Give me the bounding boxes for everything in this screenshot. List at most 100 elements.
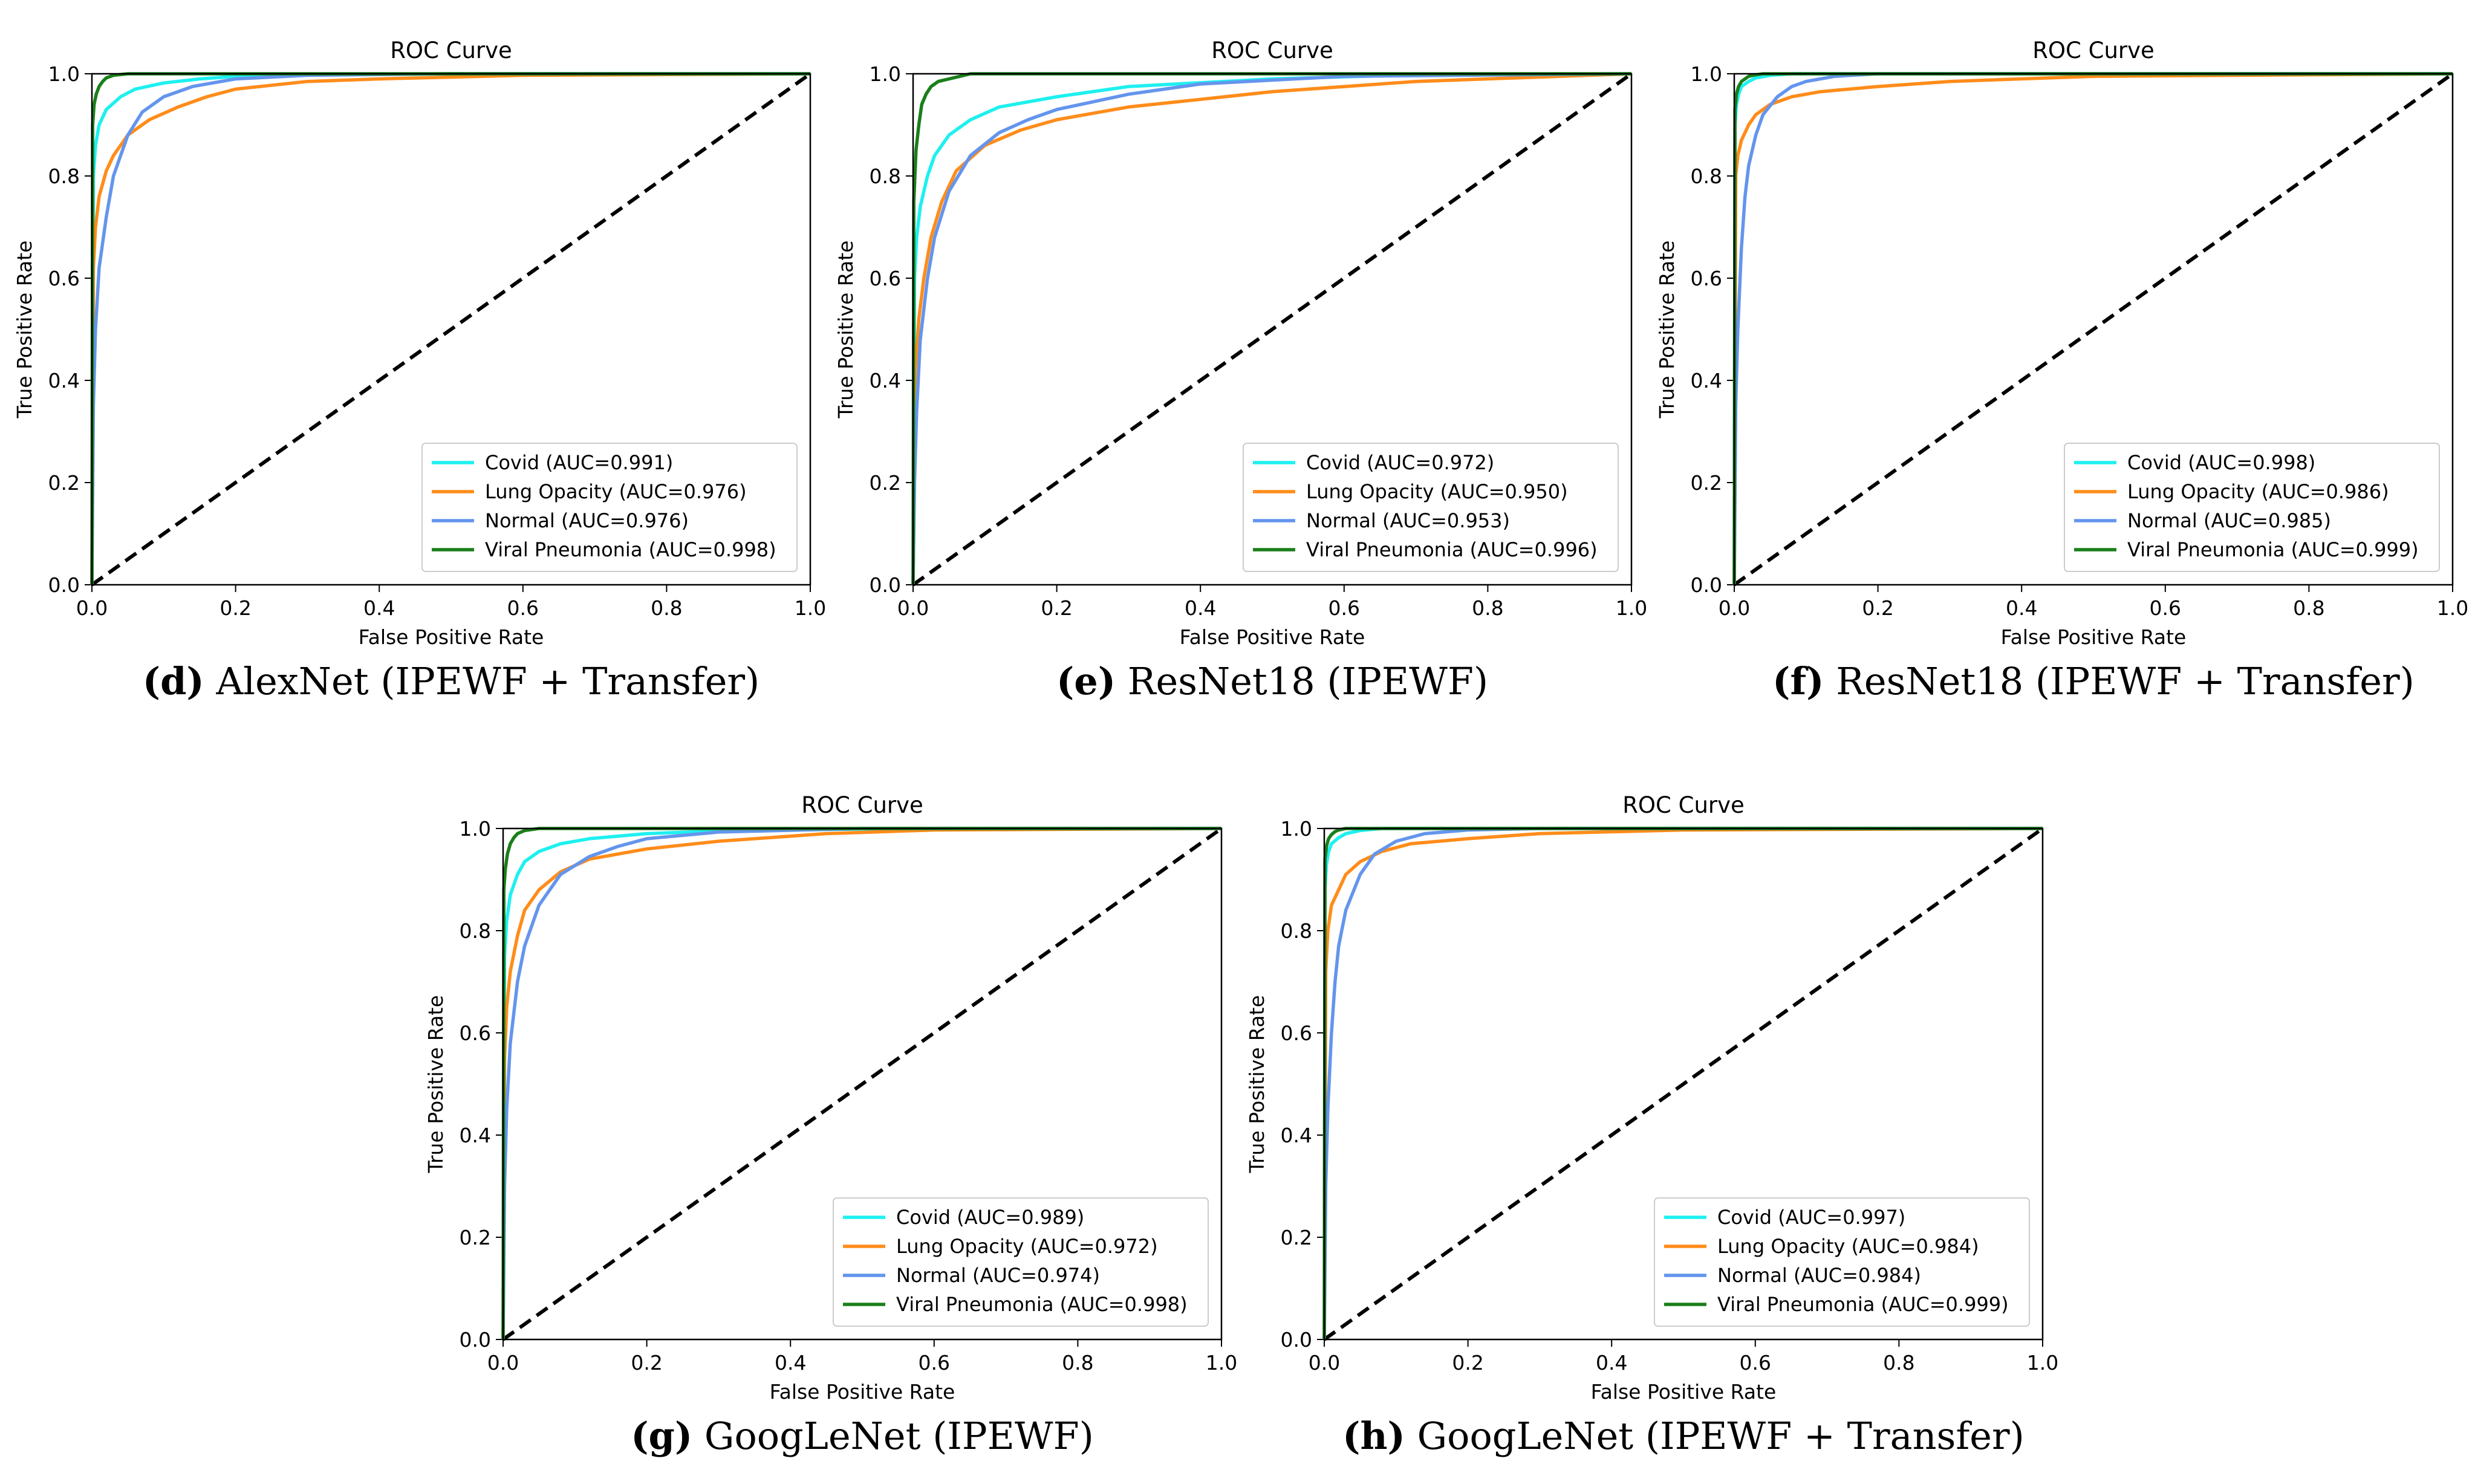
plot-frame	[912, 73, 1633, 586]
x-tick-label: 0.6	[2150, 596, 2181, 620]
chance-diagonal	[912, 72, 1633, 587]
y-tick-label: 0.0	[460, 1328, 491, 1352]
y-tick-label: 0.4	[870, 369, 901, 392]
legend-entry: Covid (AUC=0.998)	[2127, 451, 2315, 474]
panel-caption-text: GoogLeNet (IPEWF + Transfer)	[1405, 1414, 2025, 1458]
legend: Covid (AUC=0.997) Lung Opacity (AUC=0.984…	[1654, 1197, 2030, 1327]
roc-line-lung-opacity	[1322, 827, 2043, 1340]
legend-entry: Lung Opacity (AUC=0.984)	[1717, 1235, 1979, 1258]
x-tick-label: 0.4	[1185, 596, 1216, 620]
legend-entry: Normal (AUC=0.985)	[2127, 509, 2331, 532]
plot-frame	[1323, 827, 2044, 1341]
x-tick-label: 0.2	[1452, 1351, 1483, 1375]
x-tick-label: 0.0	[76, 596, 108, 620]
plot-frame	[502, 827, 1223, 1341]
x-tick-label: 0.2	[1041, 596, 1072, 620]
legend-entry: Covid (AUC=0.997)	[1717, 1206, 1905, 1229]
y-tick-label: 0.0	[1281, 1328, 1312, 1352]
y-tick-label: 0.4	[48, 369, 80, 392]
x-tick-label: 0.4	[2006, 596, 2037, 620]
roc-line-lung-opacity	[90, 72, 811, 585]
y-tick-label: 1.0	[460, 817, 491, 841]
legend: Covid (AUC=0.998) Lung Opacity (AUC=0.986…	[2064, 443, 2440, 572]
panel-caption-text: ResNet18 (IPEWF + Transfer)	[1824, 659, 2415, 703]
y-tick-label: 0.4	[1281, 1124, 1312, 1147]
y-axis-label: True Positive Rate	[1655, 241, 1679, 419]
legend-entry: Normal (AUC=0.974)	[896, 1264, 1100, 1287]
roc-line-viral-pneumonia	[911, 72, 1631, 585]
legend: Covid (AUC=0.989) Lung Opacity (AUC=0.972…	[833, 1197, 1209, 1327]
y-tick-label: 0.2	[460, 1226, 491, 1249]
legend-entry: Viral Pneumonia (AUC=0.996)	[1306, 538, 1598, 561]
y-tick-label: 0.0	[48, 573, 80, 597]
panel-caption-letter: (f)	[1772, 659, 1824, 703]
chart-g: ROC Curve 0.0 0.2 0.4 0.6 0.8 1.0 0.0 0.2 0.4 0.6 0…	[424, 792, 1237, 1458]
x-axis-label: False Positive Rate	[1180, 625, 1365, 649]
legend-entry: Normal (AUC=0.984)	[1717, 1264, 1921, 1287]
x-tick-label: 1.0	[795, 596, 826, 620]
y-tick-label: 0.6	[460, 1021, 491, 1045]
y-tick-label: 0.8	[48, 164, 80, 188]
plot-frame	[91, 73, 811, 586]
x-axis-label: False Positive Rate	[1591, 1380, 1777, 1404]
legend-entry: Covid (AUC=0.972)	[1306, 451, 1494, 474]
legend-entry: Covid (AUC=0.989)	[896, 1206, 1084, 1229]
y-tick-label: 1.0	[870, 62, 901, 86]
y-tick-label: 0.0	[1691, 573, 1722, 597]
chart-title: ROC Curve	[801, 792, 923, 818]
x-tick-label: 1.0	[2027, 1351, 2058, 1375]
y-tick-label: 1.0	[1281, 817, 1312, 841]
legend-entry: Viral Pneumonia (AUC=0.998)	[485, 538, 776, 561]
y-tick-label: 0.4	[1691, 369, 1722, 392]
x-tick-label: 0.0	[1719, 596, 1750, 620]
y-tick-label: 0.6	[1281, 1021, 1312, 1045]
y-tick-label: 0.2	[870, 471, 901, 495]
panel-caption: (d) AlexNet (IPEWF + Transfer)	[143, 659, 760, 703]
x-tick-label: 1.0	[1206, 1351, 1237, 1375]
panel-caption-letter: (h)	[1342, 1414, 1405, 1458]
panel-caption: (e) ResNet18 (IPEWF)	[1056, 659, 1488, 703]
x-tick-label: 0.0	[487, 1351, 519, 1375]
roc-line-normal	[501, 827, 1221, 1340]
x-tick-label: 0.2	[1862, 596, 1893, 620]
x-tick-label: 0.2	[631, 1351, 662, 1375]
legend-box	[1654, 1197, 2030, 1327]
panel-caption: (g) GoogLeNet (IPEWF)	[631, 1414, 1094, 1458]
y-axis-label: True Positive Rate	[424, 995, 447, 1174]
plot-frame	[1733, 73, 2454, 586]
x-tick-label: 0.8	[1472, 596, 1503, 620]
x-tick-label: 0.6	[507, 596, 539, 620]
chance-diagonal	[91, 72, 811, 587]
legend: Covid (AUC=0.972) Lung Opacity (AUC=0.950…	[1243, 443, 1619, 572]
panel-caption-text: GoogLeNet (IPEWF)	[692, 1414, 1094, 1458]
y-tick-label: 0.2	[1281, 1226, 1312, 1249]
panel-caption-letter: (d)	[143, 659, 204, 703]
panel-caption: (f) ResNet18 (IPEWF + Transfer)	[1772, 659, 2415, 703]
roc-line-normal	[911, 72, 1632, 585]
legend-box	[421, 443, 798, 572]
chart-e: ROC Curve 0.0 0.2 0.4 0.6 0.8 1.0 0.0 0.2 0.4 0.6 0…	[834, 37, 1647, 703]
x-axis-label: False Positive Rate	[2001, 625, 2187, 649]
chance-diagonal	[502, 827, 1223, 1341]
x-tick-label: 1.0	[1616, 596, 1647, 620]
y-axis-label: True Positive Rate	[1245, 995, 1269, 1174]
x-tick-label: 1.0	[2437, 596, 2468, 620]
x-tick-label: 0.8	[651, 596, 682, 620]
chart-d: ROC Curve 0.0 0.2 0.4 0.6 0.8 1.0 0.0 0.2 0.4 0.6 0…	[13, 37, 826, 703]
roc-line-viral-pneumonia	[501, 827, 1221, 1340]
legend-entry: Lung Opacity (AUC=0.976)	[485, 480, 747, 503]
legend-entry: Covid (AUC=0.991)	[485, 451, 673, 474]
legend-box	[1243, 443, 1619, 572]
y-tick-label: 0.8	[460, 919, 491, 943]
chart-f: ROC Curve 0.0 0.2 0.4 0.6 0.8 1.0 0.0 0.2 0.4 0.6 0…	[1655, 37, 2468, 703]
x-tick-label: 0.8	[1062, 1351, 1093, 1375]
legend-entry: Viral Pneumonia (AUC=0.998)	[896, 1293, 1188, 1316]
chart-h: ROC Curve 0.0 0.2 0.4 0.6 0.8 1.0 0.0 0.2 0.4 0.6 0…	[1245, 792, 2058, 1458]
y-tick-label: 0.8	[870, 164, 901, 188]
chart-title: ROC Curve	[2032, 37, 2155, 63]
roc-line-normal	[1732, 72, 2453, 585]
legend-entry: Lung Opacity (AUC=0.972)	[896, 1235, 1158, 1258]
x-tick-label: 0.4	[1596, 1351, 1627, 1375]
chart-title: ROC Curve	[1211, 37, 1333, 63]
chart-title: ROC Curve	[1622, 792, 1745, 818]
